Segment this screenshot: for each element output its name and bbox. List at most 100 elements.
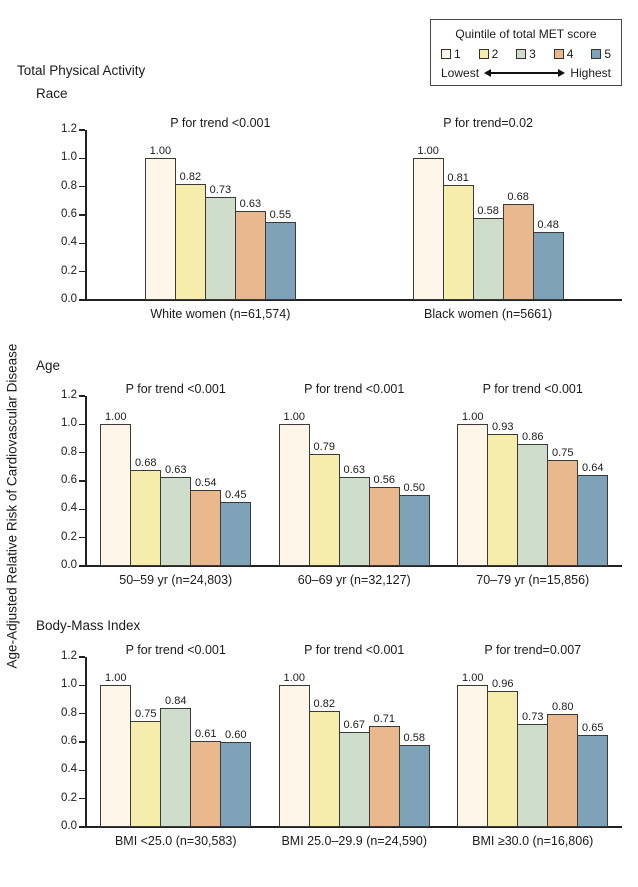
legend-swatch-icon — [591, 49, 602, 59]
bar-cell-quintile-5: 0.48 — [532, 219, 564, 300]
y-tick-label: 0.8 — [61, 445, 77, 458]
legend-lowest-label: Lowest — [441, 66, 480, 80]
p-for-trend-label: P for trend <0.001 — [482, 382, 583, 396]
bar-value-label: 0.86 — [522, 431, 544, 444]
bar-group-60-69-yr-n-32-127: P for trend <0.001 1.00 0.79 0.63 0.56 0.50 60… — [265, 382, 444, 587]
bar-value-label: 0.63 — [165, 463, 187, 476]
group-label: 60–69 yr (n=32,127) — [297, 573, 411, 587]
bar-value-label: 0.50 — [403, 482, 425, 495]
bar-value-label: 0.82 — [313, 697, 335, 710]
bar-value-label: 0.61 — [195, 727, 217, 740]
y-tick — [79, 214, 85, 216]
bar-quintile-5 — [577, 475, 609, 566]
y-tick — [79, 656, 85, 658]
y-tick — [79, 395, 85, 397]
bar-value-label: 0.67 — [343, 719, 365, 732]
y-tick-label: 1.2 — [61, 650, 77, 662]
bar-value-label: 0.58 — [477, 204, 499, 217]
legend-highest-label: Highest — [570, 66, 611, 80]
bar-quintile-5 — [577, 734, 609, 827]
y-tick — [79, 185, 85, 188]
bar-group-50-59-yr-n-24-803: P for trend <0.001 1.00 0.68 0.63 0.54 0.45 50… — [87, 382, 266, 587]
bar-value-label: 1.00 — [105, 411, 127, 424]
bar-cell-quintile-2: 0.93 — [487, 421, 519, 566]
bar-cell-quintile-3: 0.73 — [204, 183, 236, 300]
bar-cell-quintile-4: 0.68 — [502, 191, 534, 300]
y-tick-label: 0.6 — [61, 474, 77, 486]
bar-quintile-5 — [220, 742, 252, 827]
y-tick — [79, 299, 85, 301]
bar-cell-quintile-2: 0.96 — [487, 678, 519, 827]
legend-item-q2: 2 — [478, 47, 498, 61]
bar-quintile-2 — [130, 469, 162, 566]
bar-quintile-2 — [130, 720, 162, 827]
bar-value-label: 0.73 — [522, 710, 544, 723]
bar-quintile-3 — [338, 732, 370, 827]
arrow-right-head — [558, 69, 566, 77]
double-arrow-icon — [484, 69, 566, 77]
bar-value-label: 1.00 — [283, 411, 305, 424]
y-tick — [79, 536, 85, 539]
bar-cell-quintile-3: 0.86 — [517, 431, 549, 566]
bar-group-bmi-25-0-n-30-583: P for trend <0.001 1.00 0.75 0.84 0.61 0.60 BM… — [87, 643, 266, 848]
bar-cell-quintile-4: 0.75 — [547, 447, 579, 566]
bar-quintile-4 — [234, 210, 266, 300]
y-tick-label: 0.4 — [61, 236, 77, 249]
figure-title: Total Physical Activity — [17, 63, 146, 78]
bar-cell-quintile-3: 0.67 — [338, 719, 370, 827]
bar-cell-quintile-2: 0.82 — [174, 171, 206, 300]
bar-value-label: 0.81 — [447, 172, 469, 185]
y-tick — [79, 270, 85, 273]
p-for-trend-label: P for trend <0.001 — [304, 382, 405, 396]
bar-cell-quintile-4: 0.54 — [190, 477, 222, 566]
group-label: BMI 25.0–29.9 (n=24,590) — [281, 834, 428, 848]
p-for-trend-label: P for trend <0.001 — [304, 643, 405, 657]
bars-cluster: 1.00 0.75 0.84 0.61 0.60 — [87, 672, 266, 827]
y-tick — [79, 741, 85, 743]
y-tick — [79, 480, 85, 482]
bar-value-label: 0.63 — [239, 197, 262, 210]
bar-quintile-1 — [457, 685, 489, 827]
p-for-trend-label: P for trend=0.02 — [443, 116, 533, 130]
bar-group-bmi-25-0-29-9-n-24-590: P for trend <0.001 1.00 0.82 0.67 0.71 0.58 BM… — [265, 643, 444, 848]
groups-row-body-mass-index: P for trend <0.001 1.00 0.75 0.84 0.61 0.60 BM… — [87, 643, 623, 848]
legend-item-q1: 1 — [441, 47, 461, 61]
bar-quintile-3 — [472, 217, 504, 300]
bar-cell-quintile-3: 0.63 — [160, 463, 192, 566]
bar-cell-quintile-3: 0.73 — [517, 710, 549, 827]
bar-quintile-3 — [338, 476, 370, 566]
bar-quintile-2 — [174, 183, 206, 300]
bar-cell-quintile-1: 1.00 — [278, 411, 310, 566]
bar-value-label: 0.73 — [209, 183, 232, 196]
y-tick — [79, 451, 85, 454]
bar-quintile-2 — [487, 434, 519, 566]
bar-value-label: 1.00 — [283, 672, 305, 685]
bars-cluster: 1.00 0.79 0.63 0.56 0.50 — [265, 411, 444, 566]
y-tick — [79, 826, 85, 828]
p-for-trend-label: P for trend <0.001 — [125, 382, 226, 396]
bar-quintile-5 — [532, 232, 564, 300]
y-tick-label: 0.4 — [61, 502, 77, 515]
legend-swatch-label: 3 — [529, 47, 536, 61]
bar-value-label: 1.00 — [462, 672, 484, 685]
bar-quintile-1 — [100, 685, 132, 827]
p-for-trend-label: P for trend=0.007 — [484, 643, 582, 657]
bar-cell-quintile-4: 0.80 — [547, 701, 579, 827]
bar-quintile-4 — [368, 726, 400, 827]
bar-cell-quintile-5: 0.64 — [577, 462, 609, 566]
bar-value-label: 0.79 — [313, 441, 335, 454]
y-tick-label: 0.0 — [61, 820, 77, 832]
group-label: 70–79 yr (n=15,856) — [476, 573, 590, 587]
bars-cluster: 1.00 0.82 0.73 0.63 0.55 — [87, 145, 355, 300]
groups-row-age: P for trend <0.001 1.00 0.68 0.63 0.54 0.45 50… — [87, 382, 623, 587]
bar-quintile-2 — [442, 185, 474, 300]
bar-quintile-4 — [368, 486, 400, 566]
bar-cell-quintile-1: 1.00 — [457, 411, 489, 566]
bar-cell-quintile-2: 0.68 — [130, 457, 162, 566]
y-tick-label: 0.2 — [61, 264, 77, 277]
legend-swatch-label: 5 — [604, 47, 611, 61]
bar-value-label: 0.65 — [582, 721, 604, 734]
bar-quintile-1 — [412, 158, 444, 300]
y-tick — [79, 712, 85, 715]
